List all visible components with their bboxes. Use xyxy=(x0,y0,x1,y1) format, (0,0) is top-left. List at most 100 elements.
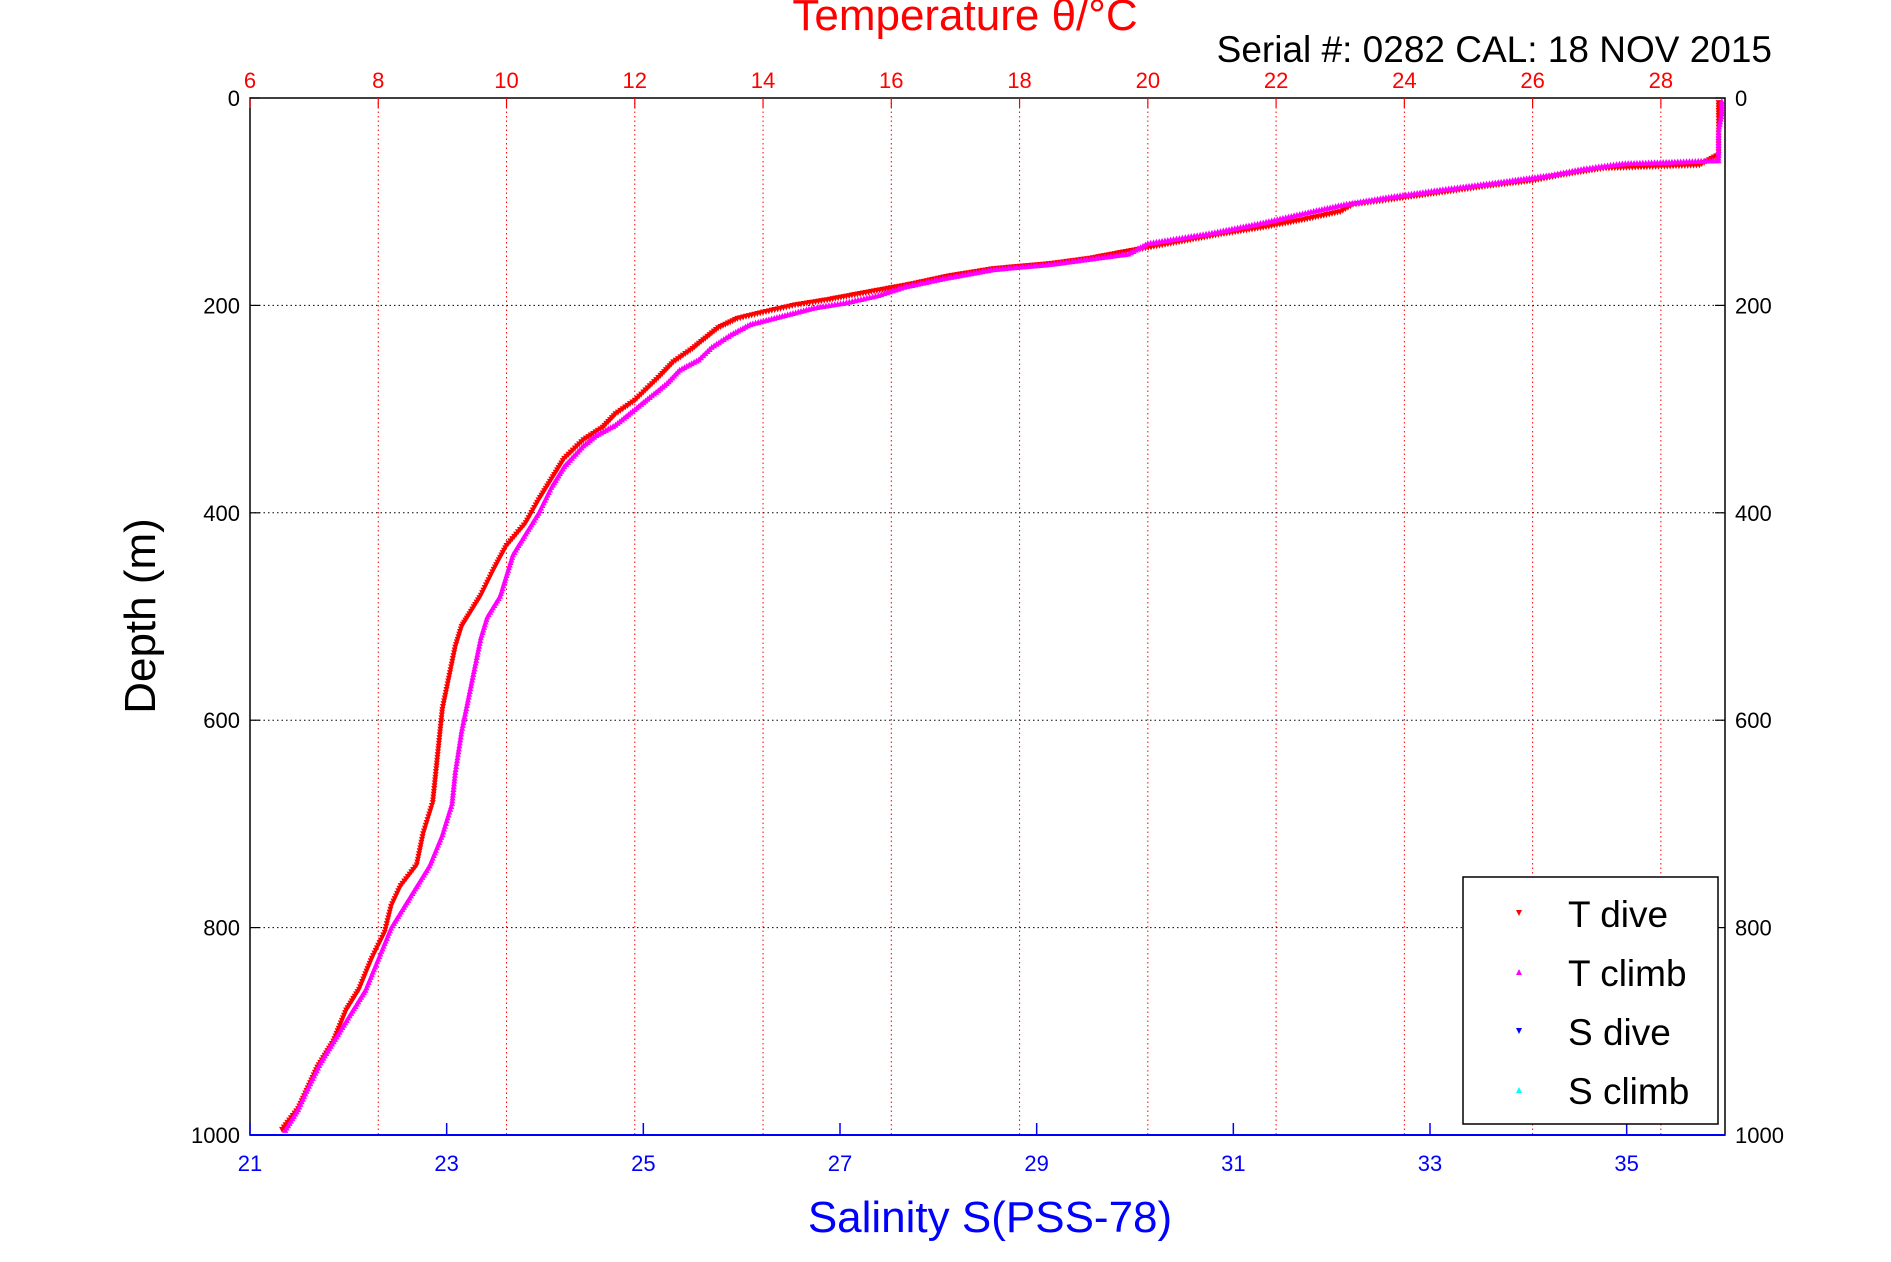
data-point xyxy=(457,733,464,740)
temperature-tick-label: 20 xyxy=(1136,68,1160,93)
depth-tick-label-right: 800 xyxy=(1735,916,1772,941)
data-point xyxy=(451,777,458,784)
data-point xyxy=(592,429,599,436)
data-point xyxy=(451,780,458,787)
data-point xyxy=(679,352,686,359)
data-point xyxy=(468,679,475,686)
salinity-tick-label: 23 xyxy=(434,1151,458,1176)
legend-marker xyxy=(1516,1028,1522,1034)
data-point xyxy=(1717,118,1724,125)
temperature-tick-label: 8 xyxy=(372,68,384,93)
data-point xyxy=(677,354,684,361)
data-point xyxy=(450,788,457,795)
legend-entry: T dive xyxy=(1516,894,1668,935)
data-point xyxy=(472,659,479,666)
data-point xyxy=(455,745,462,752)
data-point xyxy=(451,771,458,778)
data-point xyxy=(452,766,459,773)
series-t-climb xyxy=(282,98,1725,1133)
data-point xyxy=(684,349,691,356)
temperature-tick-label: 24 xyxy=(1392,68,1416,93)
data-point xyxy=(465,696,472,703)
temperature-tick-label: 26 xyxy=(1520,68,1544,93)
chart-title: Temperature θ/°C xyxy=(792,0,1137,40)
data-point xyxy=(477,634,484,641)
data-point xyxy=(449,797,456,804)
data-point xyxy=(466,690,473,697)
data-point xyxy=(587,432,594,439)
data-point xyxy=(465,693,472,700)
data-point xyxy=(455,748,462,755)
data-point xyxy=(461,713,468,720)
data-point xyxy=(626,401,633,408)
legend-label: S climb xyxy=(1568,1071,1689,1112)
depth-tick-label-left: 600 xyxy=(203,708,240,733)
data-point xyxy=(469,676,476,683)
data-point xyxy=(460,719,467,726)
depth-tick-label-left: 0 xyxy=(228,86,240,111)
data-point xyxy=(473,654,480,661)
data-point xyxy=(470,671,477,678)
data-point xyxy=(597,426,604,433)
temperature-tick-label: 16 xyxy=(879,68,903,93)
legend-label: S dive xyxy=(1568,1012,1671,1053)
depth-tick-label-right: 600 xyxy=(1735,708,1772,733)
data-point xyxy=(463,704,470,711)
temperature-tick-label: 12 xyxy=(623,68,647,93)
legend-entry: S dive xyxy=(1516,1012,1671,1053)
data-point xyxy=(449,791,456,798)
salinity-tick-label: 25 xyxy=(631,1151,655,1176)
data-point xyxy=(456,739,463,746)
data-point xyxy=(631,397,638,404)
data-point xyxy=(629,399,636,406)
temperature-tick-label: 10 xyxy=(494,68,518,93)
depth-tick-label-left: 1000 xyxy=(191,1123,240,1148)
salinity-tick-label: 27 xyxy=(828,1151,852,1176)
data-point xyxy=(585,434,592,441)
data-point xyxy=(619,406,626,413)
legend-label: T climb xyxy=(1568,953,1687,994)
data-point xyxy=(451,774,458,781)
data-point xyxy=(454,754,461,761)
data-point xyxy=(682,351,689,358)
legend-marker xyxy=(1516,910,1522,916)
data-point xyxy=(675,356,682,363)
y-axis-label: Depth (m) xyxy=(116,518,165,714)
data-point xyxy=(1718,113,1725,120)
temperature-tick-label: 22 xyxy=(1264,68,1288,93)
temperature-tick-label: 14 xyxy=(751,68,775,93)
salinity-tick-label: 29 xyxy=(1024,1151,1048,1176)
data-point xyxy=(617,407,624,414)
data-point xyxy=(672,357,679,364)
depth-tick-label-right: 400 xyxy=(1735,501,1772,526)
temperature-tick-label: 18 xyxy=(1007,68,1031,93)
data-point xyxy=(474,648,481,655)
data-point xyxy=(1718,110,1725,117)
data-point xyxy=(469,673,476,680)
legend-marker xyxy=(1516,969,1522,975)
data-point xyxy=(453,763,460,770)
data-point xyxy=(454,757,461,764)
data-point xyxy=(449,794,456,801)
data-point xyxy=(622,404,629,411)
legend-label: T dive xyxy=(1568,894,1668,935)
data-point xyxy=(476,639,483,646)
salinity-tick-label: 35 xyxy=(1614,1151,1638,1176)
data-point xyxy=(582,435,589,442)
depth-tick-label-right: 200 xyxy=(1735,293,1772,318)
depth-tick-label-right: 1000 xyxy=(1735,1123,1784,1148)
depth-tick-label-left: 800 xyxy=(203,916,240,941)
data-point xyxy=(282,1126,289,1133)
salinity-tick-label: 31 xyxy=(1221,1151,1245,1176)
depth-tick-label-right: 0 xyxy=(1735,86,1747,111)
data-point xyxy=(599,424,606,431)
salinity-tick-label: 33 xyxy=(1418,1151,1442,1176)
data-point xyxy=(459,724,466,731)
data-point xyxy=(1716,120,1723,127)
data-point xyxy=(467,685,474,692)
temperature-tick-label: 6 xyxy=(244,68,256,93)
depth-tick-label-left: 200 xyxy=(203,293,240,318)
data-point xyxy=(467,682,474,689)
data-point xyxy=(279,1126,286,1133)
